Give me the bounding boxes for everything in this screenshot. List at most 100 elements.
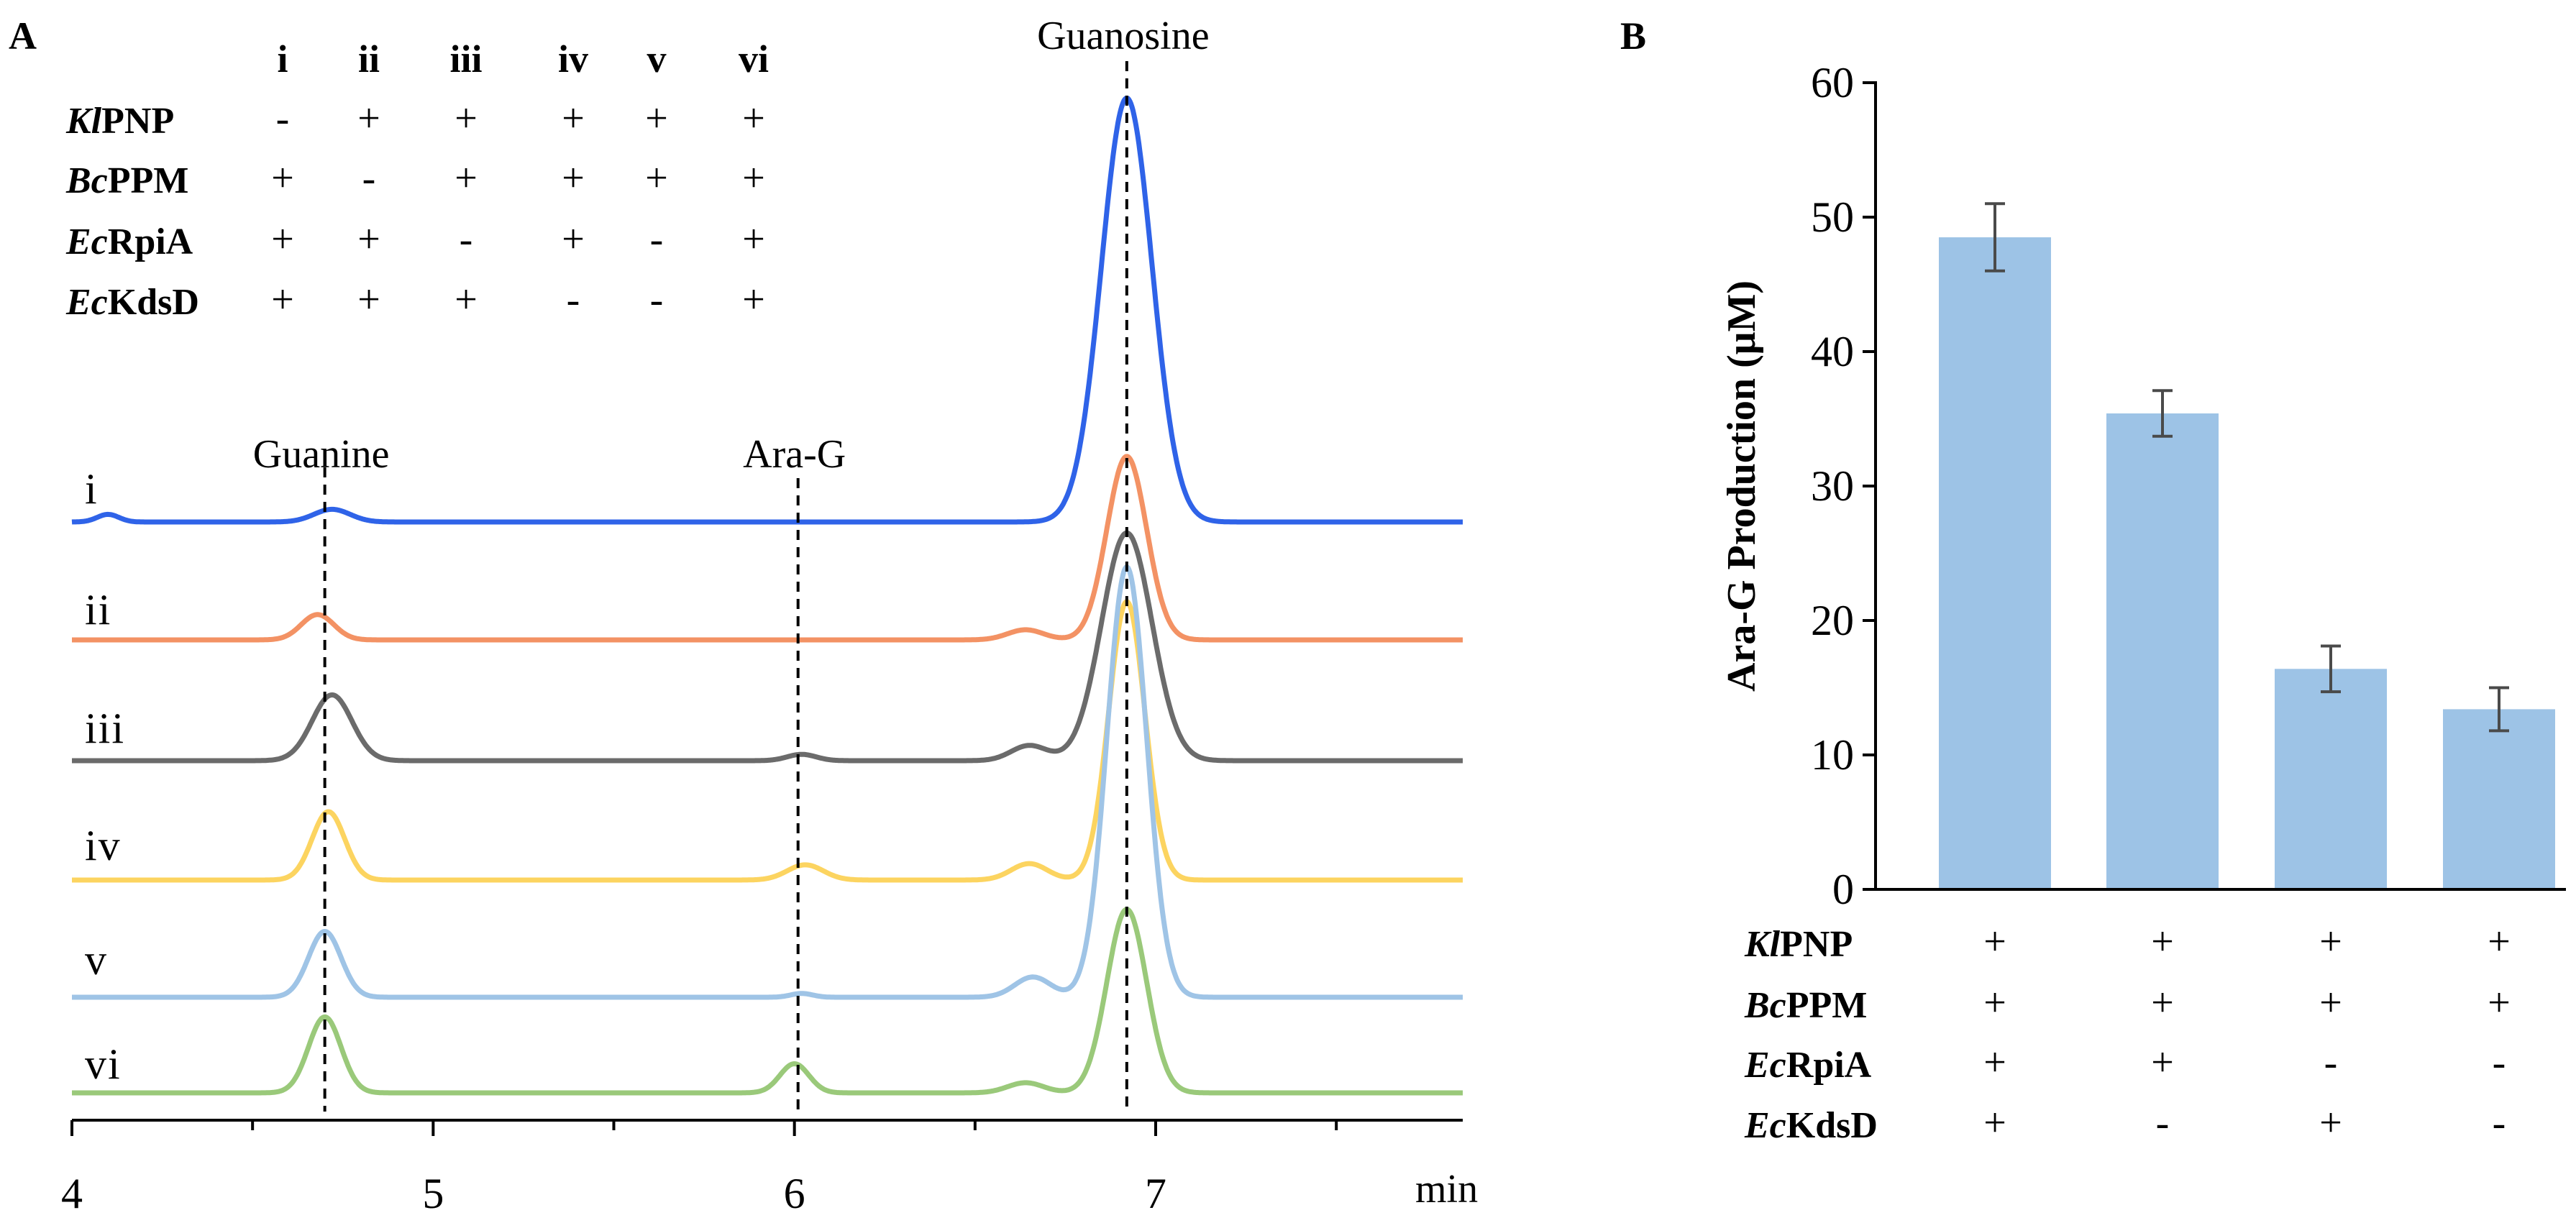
enzyme-row-label: EcKdsD: [65, 282, 199, 323]
design-cell: +: [357, 96, 380, 141]
bar-chart-panel: B 0 10 20 30 40 50 60 Ara-G Production (μM) KlPNP…: [1620, 14, 2566, 1146]
trace-line-iv: [70, 599, 1465, 883]
x-tick-label: 4: [61, 1170, 83, 1217]
design-cell: -: [567, 278, 580, 322]
design-cell: +: [271, 217, 294, 262]
design-cell: +: [645, 156, 668, 201]
design-cell: +: [2151, 920, 2174, 964]
trace-label: iv: [85, 822, 122, 869]
design-cell: +: [2319, 920, 2342, 964]
bar: [2443, 709, 2555, 889]
design-cell: -: [460, 217, 473, 262]
design-cell: -: [276, 96, 290, 141]
panel-label-b: B: [1620, 14, 1646, 58]
design-cell: +: [271, 156, 294, 201]
design-cell: +: [357, 278, 380, 322]
x-axis-title: min: [1415, 1167, 1478, 1211]
enzyme-species: Ec: [65, 221, 108, 262]
trace-line-ii: [70, 454, 1465, 643]
enzyme-name: PPM: [1786, 985, 1868, 1026]
panel-label-a: A: [9, 14, 37, 58]
peak-label: Guanosine: [1037, 14, 1210, 58]
design-cell: +: [562, 96, 585, 141]
enzyme-row-label: EcRpiA: [65, 221, 193, 262]
enzyme-row-label: KlPNP: [1744, 924, 1853, 965]
design-cell: +: [2151, 981, 2174, 1025]
design-cell: +: [455, 156, 478, 201]
trace-label: vi: [85, 1040, 122, 1088]
enzyme-name: PNP: [101, 101, 174, 142]
sample-column-header: vi: [739, 37, 769, 81]
y-tick-label: 60: [1811, 59, 1854, 106]
enzyme-name: RpiA: [108, 221, 193, 262]
design-cell: +: [742, 96, 765, 141]
enzyme-species: Kl: [65, 101, 102, 142]
design-cell: +: [1983, 920, 2006, 964]
enzyme-name: RpiA: [1786, 1045, 1872, 1086]
enzyme-row-label: BcPPM: [1744, 985, 1867, 1026]
enzyme-name: KdsD: [108, 282, 199, 323]
design-cell: +: [1983, 1101, 2006, 1145]
trace-line-v: [70, 564, 1465, 1000]
design-cell: -: [2493, 1101, 2506, 1145]
y-tick-label: 50: [1811, 193, 1854, 241]
design-cell: +: [742, 217, 765, 262]
design-cell: +: [2488, 981, 2511, 1025]
y-tick-label: 0: [1832, 866, 1854, 913]
y-tick-label: 10: [1811, 731, 1854, 779]
design-cell: -: [2324, 1040, 2338, 1085]
design-cell: +: [455, 278, 478, 322]
peak-label: Guanine: [253, 432, 390, 477]
design-cell: +: [742, 156, 765, 201]
enzyme-species: Ec: [65, 282, 108, 323]
sample-column-header: ii: [358, 37, 380, 81]
trace-label: iii: [85, 705, 125, 752]
design-cell: +: [2319, 981, 2342, 1025]
enzyme-species: Ec: [1744, 1045, 1786, 1086]
trace-line-vi: [70, 907, 1465, 1096]
bar: [1939, 237, 2051, 889]
design-cell: +: [2151, 1040, 2174, 1085]
sample-column-header: iii: [449, 37, 482, 81]
y-tick-label: 40: [1811, 328, 1854, 375]
enzyme-species: Ec: [1744, 1105, 1786, 1146]
enzyme-name: PNP: [1780, 924, 1853, 965]
enzyme-name: KdsD: [1786, 1105, 1878, 1146]
design-cell: -: [2493, 1040, 2506, 1085]
x-tick-label: 7: [1145, 1170, 1166, 1217]
sample-column-header: i: [277, 37, 288, 81]
enzyme-name: PPM: [108, 160, 189, 201]
trace-label: ii: [85, 586, 111, 633]
design-cell: +: [645, 96, 668, 141]
design-cell: +: [742, 278, 765, 322]
enzyme-row-label: EcKdsD: [1744, 1105, 1878, 1146]
design-cell: +: [455, 96, 478, 141]
y-tick-label: 30: [1811, 462, 1854, 510]
design-cell: +: [2488, 920, 2511, 964]
design-cell: +: [357, 217, 380, 262]
trace-label: v: [85, 936, 108, 984]
enzyme-species: Bc: [65, 160, 108, 201]
enzyme-row-label: BcPPM: [65, 160, 188, 201]
design-cell: +: [271, 278, 294, 322]
sample-column-header: v: [647, 37, 667, 81]
sample-column-header: iv: [558, 37, 588, 81]
y-axis-title: Ara-G Production (μM): [1719, 280, 1764, 692]
design-cell: +: [1983, 981, 2006, 1025]
design-cell: +: [562, 217, 585, 262]
design-cell: -: [2156, 1101, 2170, 1145]
design-cell: +: [1983, 1040, 2006, 1085]
bar: [2275, 669, 2387, 889]
x-tick-label: 5: [422, 1170, 444, 1217]
enzyme-species: Kl: [1744, 924, 1781, 965]
bar: [2106, 413, 2219, 889]
design-cell: +: [562, 156, 585, 201]
x-tick-label: 6: [784, 1170, 805, 1217]
design-cell: -: [650, 217, 664, 262]
peak-label: Ara-G: [743, 432, 846, 477]
enzyme-row-label: EcRpiA: [1744, 1045, 1872, 1086]
design-cell: -: [650, 278, 664, 322]
y-tick-label: 20: [1811, 597, 1854, 644]
